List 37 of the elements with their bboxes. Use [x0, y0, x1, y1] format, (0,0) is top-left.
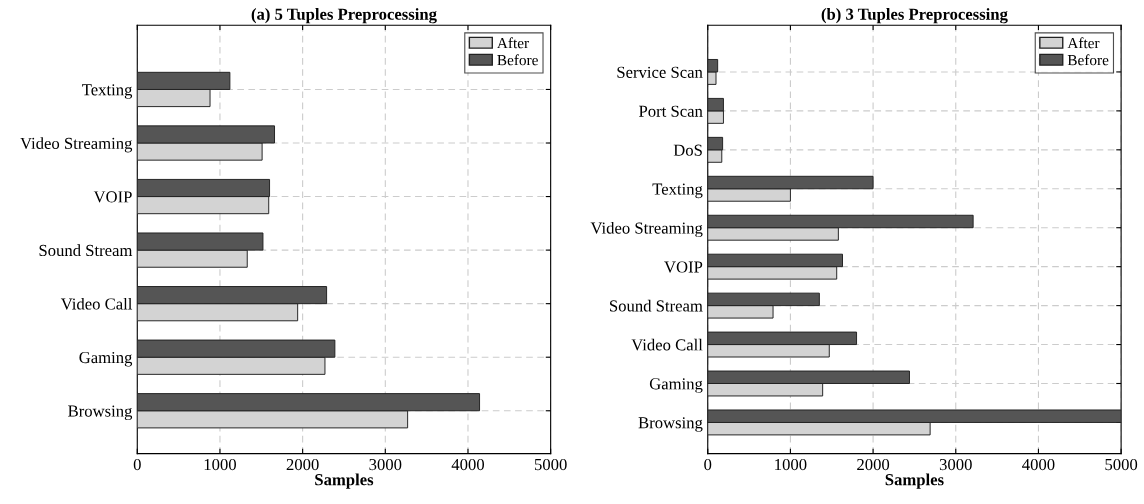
x-tick-label: 0 — [133, 458, 141, 471]
y-tick-label: Texting — [82, 84, 133, 99]
y-tick-label: Browsing — [638, 417, 703, 432]
y-tick-label: Port Scan — [639, 105, 703, 117]
x-tick-label: 3000 — [369, 458, 402, 471]
x-tick-label: 5000 — [534, 458, 567, 471]
y-tick-label: Texting — [652, 183, 703, 199]
y-tick-label: Service Scan — [617, 66, 703, 78]
y-tick-label: Video Call — [631, 338, 703, 351]
y-tick-label: DoS — [673, 144, 702, 156]
x-tick-label: 5000 — [1105, 458, 1138, 471]
y-tick-label: Sound Stream — [39, 244, 133, 257]
legend-label: Before — [1067, 54, 1109, 66]
y-tick-label: Video Streaming — [590, 221, 703, 238]
y-tick-label: Browsing — [68, 405, 133, 421]
x-tick-label: 0 — [704, 458, 712, 471]
chart-title: (b) 3 Tuples Preprocessing — [821, 8, 1008, 24]
x-tick-label: 4000 — [451, 458, 485, 471]
y-tick-label: VOIP — [664, 261, 703, 273]
y-tick-label: Gaming — [649, 378, 703, 393]
x-axis-title: Samples — [315, 473, 374, 489]
legend-label: After — [497, 37, 529, 49]
x-tick-label: 2000 — [857, 458, 890, 471]
y-tick-label: Gaming — [79, 351, 133, 367]
x-axis-title: Samples — [885, 473, 944, 489]
chart-title: (a) 5 Tuples Preprocessing — [251, 8, 437, 24]
x-tick-label: 1000 — [204, 458, 236, 471]
x-tick-label: 1000 — [775, 458, 807, 471]
x-tick-label: 4000 — [1022, 458, 1055, 471]
y-tick-label: Video Call — [60, 297, 133, 310]
y-tick-label: VOIP — [93, 191, 132, 203]
legend-label: After — [1067, 37, 1100, 49]
legend-label: Before — [497, 54, 538, 66]
y-tick-label: Video Streaming — [20, 137, 133, 153]
y-tick-label: Sound Stream — [610, 299, 703, 312]
x-tick-label: 3000 — [939, 458, 972, 471]
x-tick-label: 2000 — [286, 458, 319, 471]
